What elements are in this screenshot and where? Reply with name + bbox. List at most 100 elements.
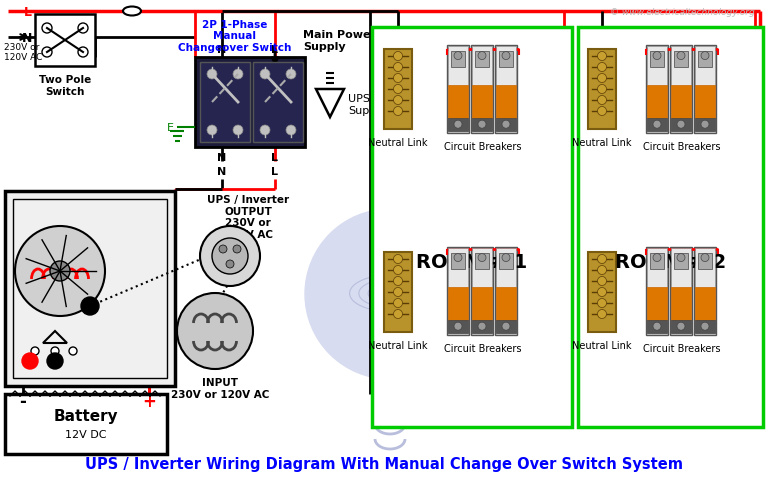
Bar [647, 47, 667, 87]
Circle shape [393, 255, 402, 264]
Bar [671, 47, 691, 87]
Text: Two Pole
Switch: Two Pole Switch [39, 75, 91, 96]
Text: N: N [217, 166, 227, 177]
Circle shape [598, 266, 607, 275]
Bar [195, 58, 305, 148]
Text: N: N [217, 45, 227, 55]
Bar [5, 394, 167, 454]
Bar [472, 287, 492, 320]
Bar [671, 320, 691, 333]
Circle shape [219, 245, 227, 254]
Text: Neutral Link: Neutral Link [368, 340, 428, 350]
Text: N: N [22, 31, 32, 45]
Bar [694, 46, 716, 134]
Bar [447, 247, 469, 335]
Circle shape [454, 254, 462, 262]
Circle shape [212, 239, 248, 274]
Circle shape [478, 322, 486, 331]
Bar [695, 47, 715, 87]
Circle shape [51, 348, 59, 355]
Bar [451, 254, 465, 270]
Bar [496, 248, 516, 288]
Circle shape [478, 254, 486, 262]
Circle shape [233, 245, 241, 254]
Circle shape [478, 121, 486, 129]
Circle shape [260, 126, 270, 136]
Circle shape [393, 310, 402, 319]
Bar [650, 52, 664, 68]
Circle shape [653, 322, 661, 331]
Circle shape [454, 121, 462, 129]
Circle shape [598, 299, 607, 308]
Bar [472, 85, 492, 119]
Bar [471, 247, 493, 335]
Circle shape [393, 63, 402, 72]
Circle shape [393, 107, 402, 116]
Bar [647, 248, 667, 288]
Bar [495, 247, 517, 335]
Bar [13, 199, 167, 378]
Circle shape [598, 75, 607, 83]
Circle shape [393, 277, 402, 286]
Bar [448, 248, 468, 288]
Circle shape [393, 299, 402, 308]
Bar [384, 253, 412, 333]
Circle shape [200, 227, 260, 287]
Text: Fuse: Fuse [119, 0, 144, 2]
Circle shape [598, 288, 607, 297]
Circle shape [502, 52, 510, 60]
Text: L: L [272, 45, 279, 55]
Circle shape [78, 24, 88, 34]
Text: L: L [272, 152, 279, 163]
Circle shape [598, 96, 607, 106]
Bar [475, 52, 489, 68]
Bar [499, 254, 513, 270]
Text: UPS
Supply: UPS Supply [348, 94, 386, 116]
Bar [472, 320, 492, 333]
Circle shape [598, 277, 607, 286]
Bar [695, 85, 715, 119]
Circle shape [393, 266, 402, 275]
Text: Circuit Breakers: Circuit Breakers [444, 343, 521, 353]
Text: N: N [217, 152, 227, 163]
Bar [647, 287, 667, 320]
Text: +: + [142, 392, 156, 410]
Bar [647, 320, 667, 333]
Ellipse shape [123, 7, 141, 16]
Bar [671, 248, 691, 288]
Bar [646, 247, 668, 335]
Bar [496, 119, 516, 132]
Bar [499, 52, 513, 68]
Bar [5, 192, 175, 386]
Bar [671, 119, 691, 132]
Circle shape [677, 52, 685, 60]
Bar [495, 46, 517, 134]
Circle shape [701, 254, 709, 262]
Text: 12V DC: 12V DC [65, 429, 107, 439]
Bar [200, 63, 250, 143]
Circle shape [454, 52, 462, 60]
Circle shape [42, 24, 52, 34]
Bar [448, 287, 468, 320]
Circle shape [393, 96, 402, 106]
Circle shape [233, 126, 243, 136]
Text: L: L [272, 166, 279, 177]
Circle shape [78, 48, 88, 58]
Circle shape [393, 75, 402, 83]
Bar [372, 28, 572, 427]
Circle shape [598, 255, 607, 264]
Bar [448, 320, 468, 333]
Bar [670, 247, 692, 335]
Text: 2P 1-Phase
Manual
Changeover Switch: 2P 1-Phase Manual Changeover Switch [178, 20, 292, 53]
Circle shape [81, 297, 99, 316]
Bar [647, 119, 667, 132]
Circle shape [42, 48, 52, 58]
Bar [588, 50, 616, 130]
Circle shape [286, 70, 296, 80]
Bar [496, 320, 516, 333]
Circle shape [598, 52, 607, 61]
Circle shape [22, 353, 38, 369]
Text: 230V or
120V AC: 230V or 120V AC [4, 43, 42, 62]
Text: UPS / Inverter
OUTPUT
230V or
120V AC: UPS / Inverter OUTPUT 230V or 120V AC [207, 195, 289, 239]
Text: © www.electricaltechnology.org: © www.electricaltechnology.org [611, 8, 755, 17]
